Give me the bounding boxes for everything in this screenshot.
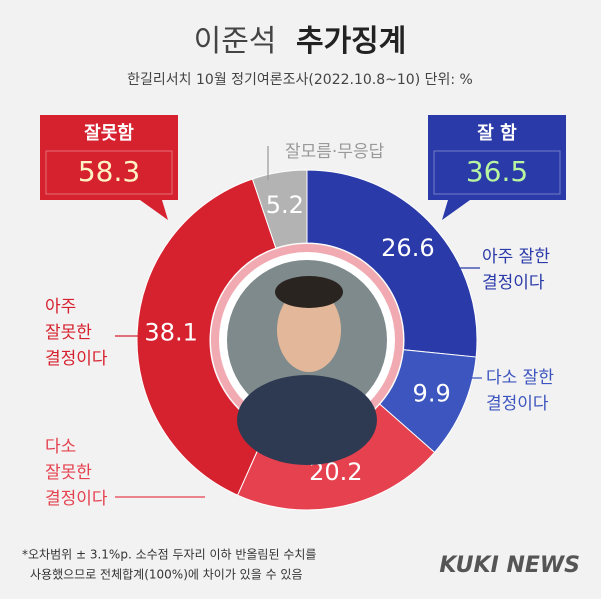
subtitle: 한길리서치 10월 정기여론조사(2022.10.8~10) 단위: % xyxy=(127,72,473,88)
legend-label: 결정이다 xyxy=(486,394,549,414)
legend-label: 다소 잘한 xyxy=(486,368,554,388)
legend-label: 결정이다 xyxy=(45,349,108,369)
callout-inner xyxy=(45,150,173,195)
legend-label: 잘못한 xyxy=(45,463,92,483)
callout: 잘 함 36.5 xyxy=(428,115,566,220)
callout: 잘못함 58.3 xyxy=(40,115,178,220)
callout-box xyxy=(40,115,178,200)
source-logo: KUKI NEWS xyxy=(439,553,580,578)
callout-pointer xyxy=(442,200,470,220)
title-part: 추가징계 xyxy=(296,24,406,59)
footnote: *오차범위 ± 3.1%p. 소수점 두자리 이하 반올림된 수치를 xyxy=(22,548,316,562)
donut-segment xyxy=(251,169,308,249)
callout-value: 36.5 xyxy=(466,155,528,188)
callout-pointer xyxy=(140,200,168,220)
footnote: 사용했으므로 전체합계(100%)에 차이가 있을 수 있음 xyxy=(30,568,303,582)
value-label: 38.1 xyxy=(144,319,197,347)
value-label: 26.6 xyxy=(381,234,434,262)
legend-label: 결정이다 xyxy=(482,273,545,293)
title-part: 이준석 xyxy=(194,24,277,59)
callout-label: 잘못함 xyxy=(84,122,134,144)
photo-face xyxy=(277,288,341,372)
legend-label: 결정이다 xyxy=(45,489,108,509)
legend-label: 잘못한 xyxy=(45,323,92,343)
callout-inner xyxy=(433,150,561,195)
legend-label: 아주 xyxy=(45,297,76,317)
value-label: 5.2 xyxy=(266,191,304,219)
chart-title: 이준석 추가징계 xyxy=(194,24,407,59)
callout-box xyxy=(428,115,566,200)
callout-value: 58.3 xyxy=(78,155,140,188)
callout-label: 잘 함 xyxy=(477,122,517,144)
legend-label: 아주 잘한 xyxy=(482,247,550,267)
photo-shoulders xyxy=(237,375,377,465)
legend-label: 잘모름·무응답 xyxy=(285,142,385,162)
value-label: 9.9 xyxy=(413,379,451,407)
legend-label: 다소 xyxy=(45,437,76,457)
donut-segment xyxy=(306,169,478,358)
photo-hair xyxy=(275,276,343,308)
